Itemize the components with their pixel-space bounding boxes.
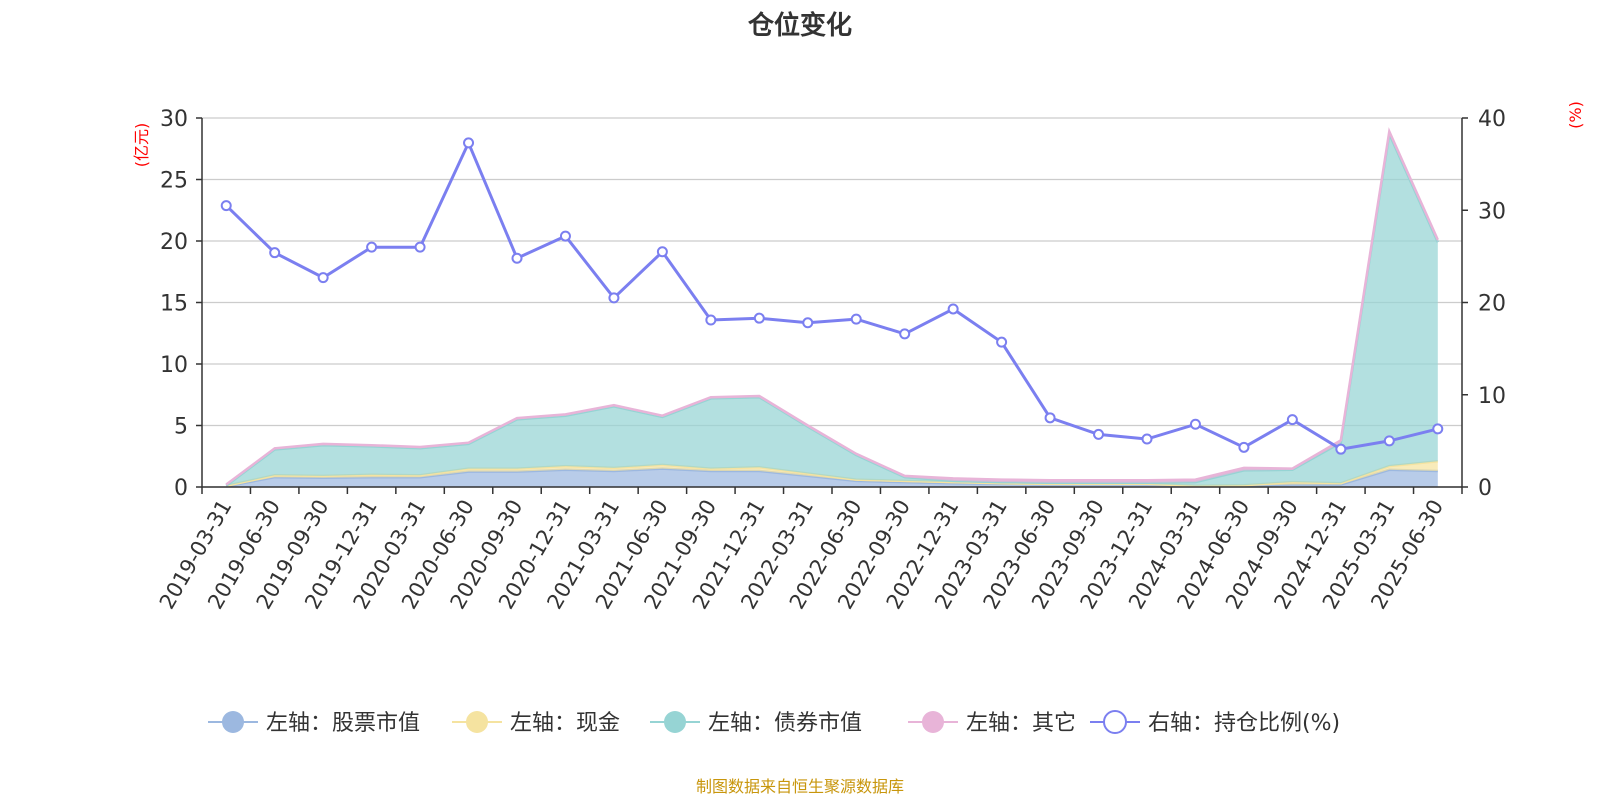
ratio-point [705, 314, 717, 326]
legend-label: 左轴：债券市值 [708, 711, 862, 736]
axes: 0510152025300102030402019-03-312019-06-3… [155, 107, 1506, 613]
ratio-line [220, 137, 1444, 455]
right-tick-label: 10 [1478, 384, 1506, 409]
ratio-point [317, 272, 329, 284]
legend-label: 左轴：其它 [966, 711, 1076, 736]
ratio-line-path [225, 139, 1439, 451]
ratio-point [1044, 412, 1056, 424]
ratio-point [899, 328, 911, 340]
legend: 左轴：股票市值 左轴：现金 左轴：债券市值 左轴：其它 右轴：持仓比例(%) [208, 710, 1340, 736]
ratio-point [947, 303, 959, 315]
data-source-note: 制图数据来自恒生聚源数据库 [696, 777, 904, 796]
ratio-point [1432, 423, 1444, 435]
legend-marker [222, 711, 244, 733]
area-fill [226, 131, 1438, 486]
ratio-point [850, 313, 862, 325]
left-tick-label: 10 [160, 353, 188, 378]
right-tick-label: 20 [1478, 292, 1506, 317]
ratio-point [1189, 418, 1201, 430]
ratio-point [1093, 428, 1105, 440]
ratio-point [996, 336, 1008, 348]
ratio-point [414, 241, 426, 253]
left-axis-label: (亿元) [132, 123, 151, 168]
grid [202, 117, 1462, 488]
ratio-point [1141, 433, 1153, 445]
left-tick-label: 20 [160, 230, 188, 255]
chart-title: 仓位变化 [747, 10, 852, 41]
left-tick-label: 15 [160, 292, 188, 317]
legend-marker [664, 711, 686, 733]
left-tick-label: 30 [160, 107, 188, 132]
ratio-point [1286, 414, 1298, 426]
left-tick-label: 25 [160, 169, 188, 194]
ratio-point [608, 292, 620, 304]
left-tick-label: 5 [174, 415, 188, 440]
area-fill [226, 134, 1438, 486]
ratio-point [559, 230, 571, 242]
legend-label: 右轴：持仓比例(%) [1148, 711, 1340, 736]
right-axis-label: (%) [1566, 101, 1585, 129]
ratio-point [753, 312, 765, 324]
left-tick-label: 0 [174, 476, 188, 501]
legend-marker [922, 711, 944, 733]
area-edge [225, 127, 1439, 486]
right-tick-label: 0 [1478, 476, 1492, 501]
ratio-point [1383, 435, 1395, 447]
legend-marker [1103, 710, 1127, 734]
ratio-point [511, 252, 523, 264]
ratio-point [220, 200, 232, 212]
ratio-point [802, 317, 814, 329]
ratio-point [1238, 441, 1250, 453]
right-tick-label: 30 [1478, 199, 1506, 224]
right-tick-label: 40 [1478, 107, 1506, 132]
legend-label: 左轴：股票市值 [266, 711, 420, 736]
ratio-point [656, 246, 668, 258]
ratio-point [463, 137, 475, 149]
area-edge [225, 129, 1439, 487]
area-fill [226, 468, 1438, 487]
ratio-point [1335, 443, 1347, 455]
legend-label: 左轴：现金 [510, 711, 620, 736]
ratio-point [269, 247, 281, 259]
stacked-areas [225, 127, 1439, 488]
legend-marker [466, 711, 488, 733]
ratio-point [366, 241, 378, 253]
